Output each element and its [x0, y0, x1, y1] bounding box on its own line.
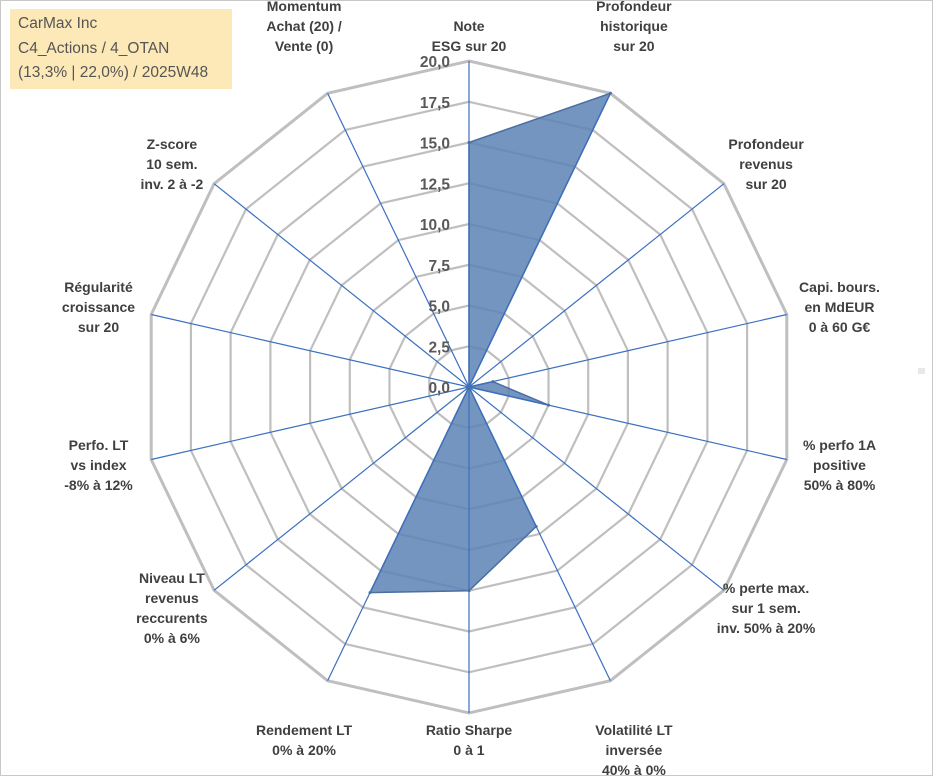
data-point — [467, 141, 471, 144]
tick-label: 5,0 — [428, 299, 450, 316]
tick-label: 20,0 — [420, 54, 450, 71]
tick-label: 12,5 — [420, 176, 451, 193]
axis-label-line: inversée — [605, 742, 662, 758]
axis-spoke — [468, 313, 787, 388]
axis-label-line: inv. 2 à -2 — [141, 176, 204, 192]
axis-label-line: 0% à 6% — [144, 630, 201, 646]
axis-label-line: ESG sur 20 — [432, 38, 507, 54]
axis-label-line: Ratio Sharpe — [426, 722, 513, 738]
stats-line: (13,3% | 22,0%) / 2025W48 — [18, 64, 209, 81]
data-point — [534, 525, 538, 528]
axis-spoke — [151, 386, 470, 461]
axis-label-line: Profondeur — [596, 0, 672, 14]
axis-spoke — [468, 386, 611, 681]
axis-label-line: revenus — [145, 590, 199, 606]
axis-label-line: % perfo 1A — [803, 437, 876, 453]
axis-label-line: reccurents — [136, 610, 208, 626]
axis-label-line: Vente (0) — [275, 38, 333, 54]
axis-label-line: croissance — [62, 299, 135, 315]
axis-label: Profondeur historique sur 20 — [596, 0, 672, 54]
axis-label: Régularité croissance sur 20 — [62, 279, 135, 335]
data-point — [547, 403, 550, 407]
axis-spoke — [468, 183, 725, 388]
axis-label-line: 40% à 0% — [602, 762, 666, 776]
axis-label-line: 10 sem. — [146, 156, 197, 172]
axis-label-line: Momentum — [267, 0, 342, 14]
resize-handle — [918, 368, 925, 374]
axis-label: Niveau LT revenus reccurents 0% à 6% — [136, 570, 208, 646]
axis-spoke — [151, 313, 470, 388]
axis-label-line: Note — [453, 18, 484, 34]
axis-label: Z-score 10 sem. inv. 2 à -2 — [141, 136, 204, 192]
axis-label-line: 0% à 20% — [272, 742, 336, 758]
axis-label-line: sur 20 — [613, 38, 654, 54]
axis-label-line: sur 20 — [78, 319, 119, 335]
axis-label-line: revenus — [739, 156, 793, 172]
axis-label-line: % perte max. — [723, 580, 809, 596]
title-box: CarMax Inc C4_Actions / 4_OTAN (13,3% | … — [10, 9, 232, 89]
axis-spoke — [468, 93, 611, 388]
tick-label: 2,5 — [428, 339, 450, 356]
axis-spoke — [213, 183, 470, 388]
axis-label-line: sur 1 sem. — [731, 600, 800, 616]
axis-label: Rendement LT 0% à 20% — [256, 722, 353, 758]
axis-label-line: en MdEUR — [805, 299, 875, 315]
axis-label-line: inv. 50% à 20% — [717, 620, 816, 636]
axis-label-line: 0 à 60 G€ — [809, 319, 871, 335]
axis-label: Volatilité LT inversée 40% à 0% — [595, 722, 673, 776]
axis-label-line: historique — [600, 18, 668, 34]
tick-label: 15,0 — [420, 136, 450, 153]
axis-label-line: Niveau LT — [139, 570, 205, 586]
axis-label-line: Achat (20) / — [266, 18, 342, 34]
axis-spoke — [468, 386, 787, 461]
company-name: CarMax Inc — [18, 15, 98, 32]
axis-label-line: vs index — [70, 457, 126, 473]
axis-spoke — [327, 93, 470, 388]
axis-label-line: Rendement LT — [256, 722, 353, 738]
axis-label: Momentum Achat (20) / Vente (0) — [266, 0, 342, 54]
axis-spoke — [468, 386, 725, 591]
axis-label-line: Profondeur — [728, 136, 804, 152]
data-point — [491, 380, 495, 384]
axis-label-line: sur 20 — [745, 176, 786, 192]
data-point — [467, 385, 471, 389]
axis-label-line: Volatilité LT — [595, 722, 673, 738]
axis-label: Note ESG sur 20 — [432, 18, 507, 54]
axis-label: Ratio Sharpe 0 à 1 — [426, 722, 513, 758]
tick-label: 10,0 — [420, 217, 450, 234]
axis-spoke — [327, 386, 470, 681]
axis-spoke — [213, 386, 470, 591]
axis-label: % perfo 1A positive 50% à 80% — [803, 437, 876, 493]
tick-label: 17,5 — [420, 95, 451, 112]
axis-label: Profondeur revenus sur 20 — [728, 136, 804, 192]
tick-label: 0,0 — [428, 380, 450, 397]
axis-label-line: Capi. bours. — [799, 279, 880, 295]
axis-label-line: -8% à 12% — [64, 477, 133, 493]
axis-label-line: 0 à 1 — [453, 742, 484, 758]
category-line: C4_Actions / 4_OTAN — [18, 40, 170, 57]
data-point — [368, 591, 372, 595]
tick-label: 7,5 — [428, 258, 450, 275]
data-point — [608, 91, 612, 95]
axis-label-line: positive — [813, 457, 866, 473]
axis-label: Capi. bours. en MdEUR 0 à 60 G€ — [799, 279, 880, 335]
data-point — [467, 589, 471, 593]
axis-label-line: Régularité — [64, 279, 133, 295]
axis-label: % perte max. sur 1 sem. inv. 50% à 20% — [717, 580, 816, 636]
axis-label-line: Z-score — [147, 136, 198, 152]
axis-label: Perfo. LT vs index -8% à 12% — [64, 437, 133, 493]
axis-label-line: Perfo. LT — [69, 437, 129, 453]
axis-label-line: 50% à 80% — [804, 477, 876, 493]
